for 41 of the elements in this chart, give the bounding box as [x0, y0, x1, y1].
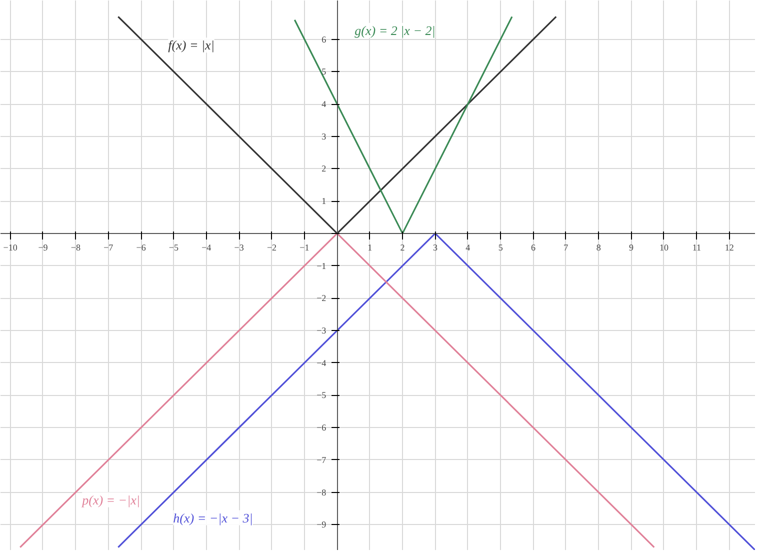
x-tick-label: 11: [692, 242, 702, 252]
text: g(x) = 2 |x − 2|: [354, 22, 436, 38]
x-tick-label: −9: [38, 242, 48, 252]
x-tick-label: 7: [564, 242, 569, 252]
x-tick-label: −7: [104, 242, 114, 252]
x-tick-label: 2: [400, 242, 405, 252]
x-tick-label: 8: [596, 242, 602, 252]
y-tick-label: 5: [322, 66, 327, 77]
x-tick-label: −3: [234, 242, 244, 252]
y-tick-label: 6: [322, 34, 327, 44]
series-label: h(x) = −|x − 3|: [173, 510, 253, 526]
y-tick-label: −5: [316, 390, 327, 400]
y-tick-label: −4: [316, 358, 327, 368]
y-tick-label: 2: [322, 164, 326, 174]
y-tick-label: −6: [316, 422, 327, 433]
y-tick-label: −8: [316, 487, 327, 498]
x-tick-label: 5: [498, 242, 504, 252]
x-tick-label: −10: [3, 242, 18, 252]
y-tick-label: −7: [316, 454, 327, 465]
x-tick-label: 9: [629, 242, 634, 252]
x-tick-label: −2: [266, 242, 277, 252]
y-tick-label: −1: [316, 260, 326, 271]
x-tick-label: 4: [466, 242, 471, 252]
x-tick-label: 6: [531, 242, 536, 252]
y-tick-label: −3: [316, 326, 327, 336]
series-label: p(x) = −|x|: [81, 492, 140, 508]
y-tick-label: 1: [322, 196, 326, 206]
x-tick-label: −6: [136, 242, 146, 252]
x-tick-label: −8: [70, 242, 81, 252]
x-tick-label: 1: [368, 242, 372, 252]
x-tick-label: 3: [432, 242, 438, 252]
y-tick-label: 4: [322, 99, 327, 110]
y-tick-label: 3: [322, 131, 327, 142]
x-tick-label: −4: [202, 242, 212, 252]
x-tick-label: 10: [659, 242, 669, 252]
x-tick-label: −5: [168, 242, 180, 252]
series-label: f(x) = |x|: [168, 38, 214, 53]
y-tick-label: −2: [316, 293, 326, 304]
x-tick-label: −1: [300, 242, 310, 252]
y-tick-label: −9: [316, 520, 327, 530]
x-tick-label: 12: [724, 242, 734, 252]
